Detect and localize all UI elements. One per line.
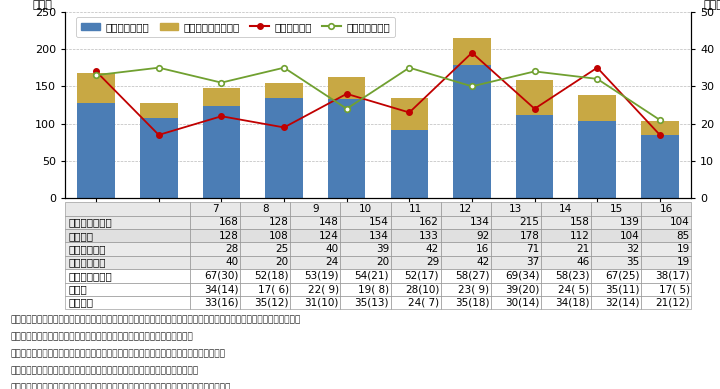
Bar xyxy=(328,99,366,198)
Bar xyxy=(140,118,178,198)
Text: 注１：「暴力団等」の欄は，暴力団等によるとみられる銃器発砲事件数を示し，暴力団構成員及び準構成員による銃器発: 注１：「暴力団等」の欄は，暴力団等によるとみられる銃器発砲事件数を示し，暴力団構… xyxy=(11,315,301,324)
Bar xyxy=(641,121,679,135)
Legend: 暴力団等（件）, その他・不明（件）, 死者数（人）, 負傷者数（人）: 暴力団等（件）, その他・不明（件）, 死者数（人）, 負傷者数（人） xyxy=(76,17,395,37)
Bar xyxy=(202,88,240,106)
Bar xyxy=(390,98,428,130)
Bar xyxy=(453,38,491,65)
Bar xyxy=(328,77,366,99)
Text: 砲事件数並びに暴力団の関与がうかがわれる銃器発砲事件数を含む。: 砲事件数並びに暴力団の関与がうかがわれる銃器発砲事件数を含む。 xyxy=(11,332,194,341)
Bar xyxy=(140,103,178,118)
Bar xyxy=(578,121,616,198)
Bar xyxy=(390,130,428,198)
Bar xyxy=(265,83,303,98)
Bar xyxy=(516,81,554,115)
Text: （人）: （人） xyxy=(703,0,720,10)
Bar xyxy=(77,103,115,198)
Text: ３：「その他・不明」の欄は，「暴力団等」以外の銃器発砲事件数を示す。: ３：「その他・不明」の欄は，「暴力団等」以外の銃器発砲事件数を示す。 xyxy=(11,366,199,375)
Bar xyxy=(578,95,616,121)
Bar xyxy=(453,65,491,198)
Text: （件）: （件） xyxy=(32,0,53,10)
Bar xyxy=(77,73,115,103)
Bar xyxy=(265,98,303,198)
Bar xyxy=(641,135,679,198)
Bar xyxy=(516,115,554,198)
Text: ４：（　）内は，暴力団構成員及び準構成員以外の者の死者数・負傷者数を内数で示す。: ４：（ ）内は，暴力団構成員及び準構成員以外の者の死者数・負傷者数を内数で示す。 xyxy=(11,384,231,389)
Text: ２：「対立抗争」の欄は，対立抗争事件に起因するとみられる銃器発砲事件数を示す。: ２：「対立抗争」の欄は，対立抗争事件に起因するとみられる銃器発砲事件数を示す。 xyxy=(11,349,226,358)
Bar xyxy=(202,106,240,198)
